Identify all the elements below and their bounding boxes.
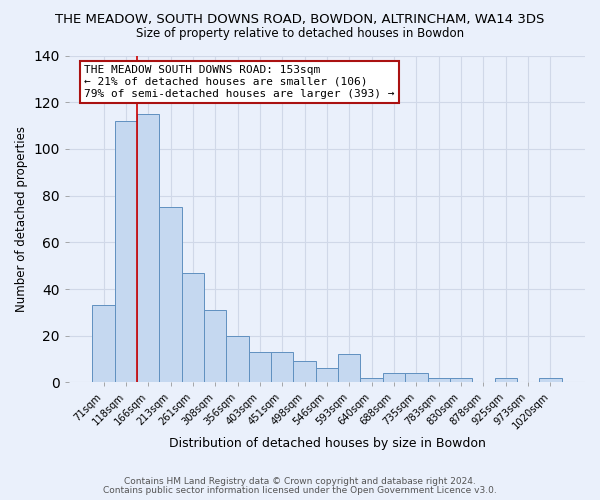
Bar (226, 336, 249, 382)
Bar (316, 368, 338, 382)
Bar (383, 373, 405, 382)
Bar (137, 114, 160, 382)
Bar (271, 352, 293, 382)
Y-axis label: Number of detached properties: Number of detached properties (15, 126, 28, 312)
Text: Size of property relative to detached houses in Bowdon: Size of property relative to detached ho… (136, 28, 464, 40)
Bar (293, 362, 316, 382)
Bar (450, 378, 472, 382)
Bar (249, 352, 271, 382)
Text: THE MEADOW, SOUTH DOWNS ROAD, BOWDON, ALTRINCHAM, WA14 3DS: THE MEADOW, SOUTH DOWNS ROAD, BOWDON, AL… (55, 12, 545, 26)
Bar (160, 208, 182, 382)
Bar (539, 378, 562, 382)
Bar (428, 378, 450, 382)
Bar (494, 378, 517, 382)
Bar (115, 121, 137, 382)
Bar (361, 378, 383, 382)
X-axis label: Distribution of detached houses by size in Bowdon: Distribution of detached houses by size … (169, 437, 485, 450)
Bar (182, 272, 204, 382)
Bar (405, 373, 428, 382)
Text: Contains HM Land Registry data © Crown copyright and database right 2024.: Contains HM Land Registry data © Crown c… (124, 477, 476, 486)
Bar (92, 306, 115, 382)
Bar (338, 354, 361, 382)
Text: Contains public sector information licensed under the Open Government Licence v3: Contains public sector information licen… (103, 486, 497, 495)
Bar (204, 310, 226, 382)
Text: THE MEADOW SOUTH DOWNS ROAD: 153sqm
← 21% of detached houses are smaller (106)
7: THE MEADOW SOUTH DOWNS ROAD: 153sqm ← 21… (85, 66, 395, 98)
